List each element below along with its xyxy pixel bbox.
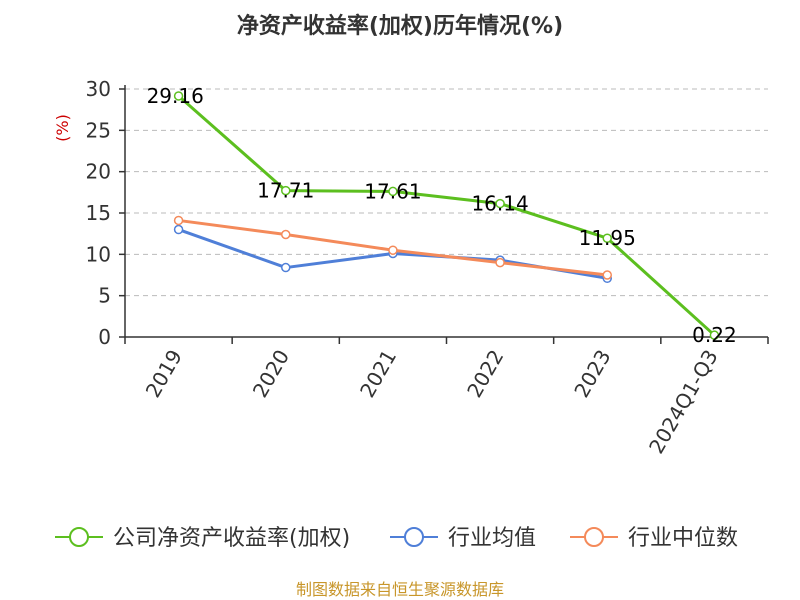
y-tick-label: 25 bbox=[86, 118, 111, 142]
data-label: 16.14 bbox=[471, 192, 528, 216]
axes: 0 5 10 15 20 25 30 2019 2020 2021 2022 2023 2024Q1-Q… bbox=[86, 77, 769, 458]
legend-label: 公司净资产收益率(加权) bbox=[113, 526, 350, 551]
data-point bbox=[495, 257, 505, 268]
y-tick-label: 10 bbox=[86, 242, 111, 266]
data-labels: 29.16 17.71 17.61 16.14 11.95 0.22 bbox=[147, 84, 737, 347]
series-line bbox=[177, 94, 716, 337]
legend[interactable]: 公司净资产收益率(加权) 行业均值 行业中位数 bbox=[55, 526, 738, 551]
series-lines bbox=[173, 91, 720, 340]
legend-marker bbox=[584, 527, 604, 547]
data-point bbox=[281, 185, 291, 196]
data-point bbox=[709, 330, 720, 340]
chart-title: 净资产收益率(加权)历年情况(%) bbox=[237, 13, 563, 39]
x-tick-label: 2019 bbox=[141, 346, 187, 402]
data-point bbox=[495, 198, 505, 209]
data-point bbox=[388, 186, 398, 197]
y-axis-label: (%) bbox=[53, 114, 72, 142]
legend-item[interactable]: 行业中位数 bbox=[570, 526, 738, 551]
x-tick-label: 2021 bbox=[355, 346, 401, 402]
data-label: 11.95 bbox=[579, 226, 636, 250]
data-point bbox=[173, 91, 184, 101]
data-label: 0.22 bbox=[692, 323, 737, 347]
data-point bbox=[281, 229, 291, 240]
legend-item[interactable]: 行业均值 bbox=[390, 526, 536, 551]
y-tick-label: 30 bbox=[86, 77, 111, 101]
legend-label: 行业均值 bbox=[448, 526, 536, 551]
data-point bbox=[388, 245, 398, 255]
data-label: 17.61 bbox=[364, 179, 421, 203]
y-tick-label: 0 bbox=[98, 325, 111, 349]
source-note: 制图数据来自恒生聚源数据库 bbox=[296, 580, 504, 599]
legend-item[interactable]: 公司净资产收益率(加权) bbox=[55, 526, 350, 551]
y-tick-label: 5 bbox=[98, 284, 111, 308]
data-point bbox=[602, 270, 612, 280]
data-label: 29.16 bbox=[147, 84, 204, 108]
y-tick-label: 20 bbox=[86, 160, 111, 184]
grid-lines bbox=[125, 88, 768, 297]
legend-marker bbox=[404, 527, 424, 547]
data-point bbox=[602, 233, 612, 243]
y-tick-label: 15 bbox=[86, 201, 111, 225]
legend-label: 行业中位数 bbox=[628, 526, 738, 551]
x-tick-label: 2020 bbox=[248, 346, 294, 402]
x-tick-label: 2023 bbox=[569, 346, 615, 402]
data-point bbox=[173, 224, 184, 235]
legend-marker bbox=[69, 527, 89, 547]
x-tick-label: 2024Q1-Q3 bbox=[644, 346, 723, 458]
data-point bbox=[173, 215, 184, 226]
data-label: 17.71 bbox=[257, 179, 314, 203]
x-tick-label: 2022 bbox=[462, 346, 508, 402]
data-point bbox=[281, 262, 291, 273]
